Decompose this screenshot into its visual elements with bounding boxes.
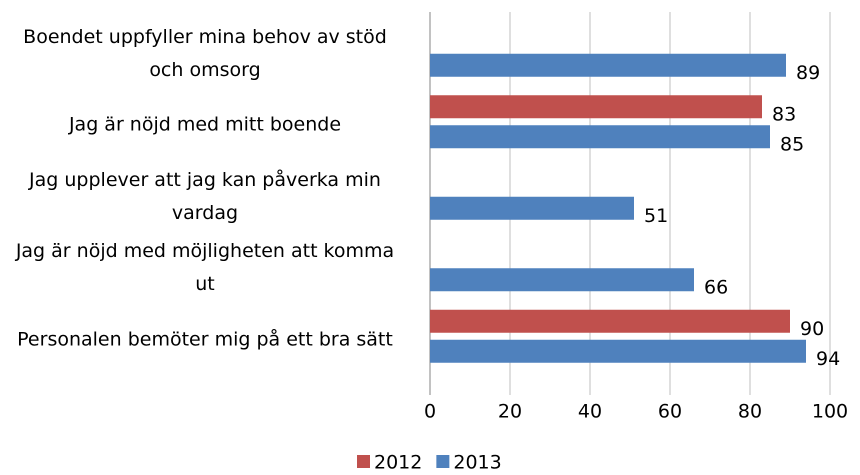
legend-swatch xyxy=(436,455,450,468)
bar xyxy=(430,53,786,77)
bar xyxy=(430,196,634,220)
x-tick-label: 80 xyxy=(738,401,762,423)
bar xyxy=(430,309,790,333)
legend-label: 2013 xyxy=(453,452,501,474)
value-label: 51 xyxy=(644,205,668,227)
value-label: 85 xyxy=(780,133,804,155)
value-label: 94 xyxy=(816,348,840,370)
category-label: Jag är nöjd med mitt boende xyxy=(68,113,342,136)
category-label: Boendet uppfyller mina behov av stöd och… xyxy=(23,25,387,81)
value-label: 66 xyxy=(704,276,728,298)
legend-label: 2012 xyxy=(374,452,422,474)
bar xyxy=(430,339,806,363)
value-label: 83 xyxy=(772,103,796,125)
bar xyxy=(430,268,694,292)
x-tick-label: 0 xyxy=(424,401,436,423)
legend-swatch xyxy=(357,455,370,468)
x-tick-label: 100 xyxy=(812,401,848,423)
category-label: Jag är nöjd med möjligheten att komma ut xyxy=(15,240,395,296)
category-label: Personalen bemöter mig på ett bra sätt xyxy=(17,328,393,351)
x-tick-label: 60 xyxy=(658,401,682,423)
x-tick-label: 20 xyxy=(498,401,522,423)
bar xyxy=(430,125,770,149)
bar xyxy=(430,95,762,119)
value-label: 89 xyxy=(796,62,820,84)
value-label: 90 xyxy=(800,318,824,340)
category-label: Jag upplever att jag kan påverka min var… xyxy=(29,168,381,224)
x-tick-label: 40 xyxy=(578,401,602,423)
